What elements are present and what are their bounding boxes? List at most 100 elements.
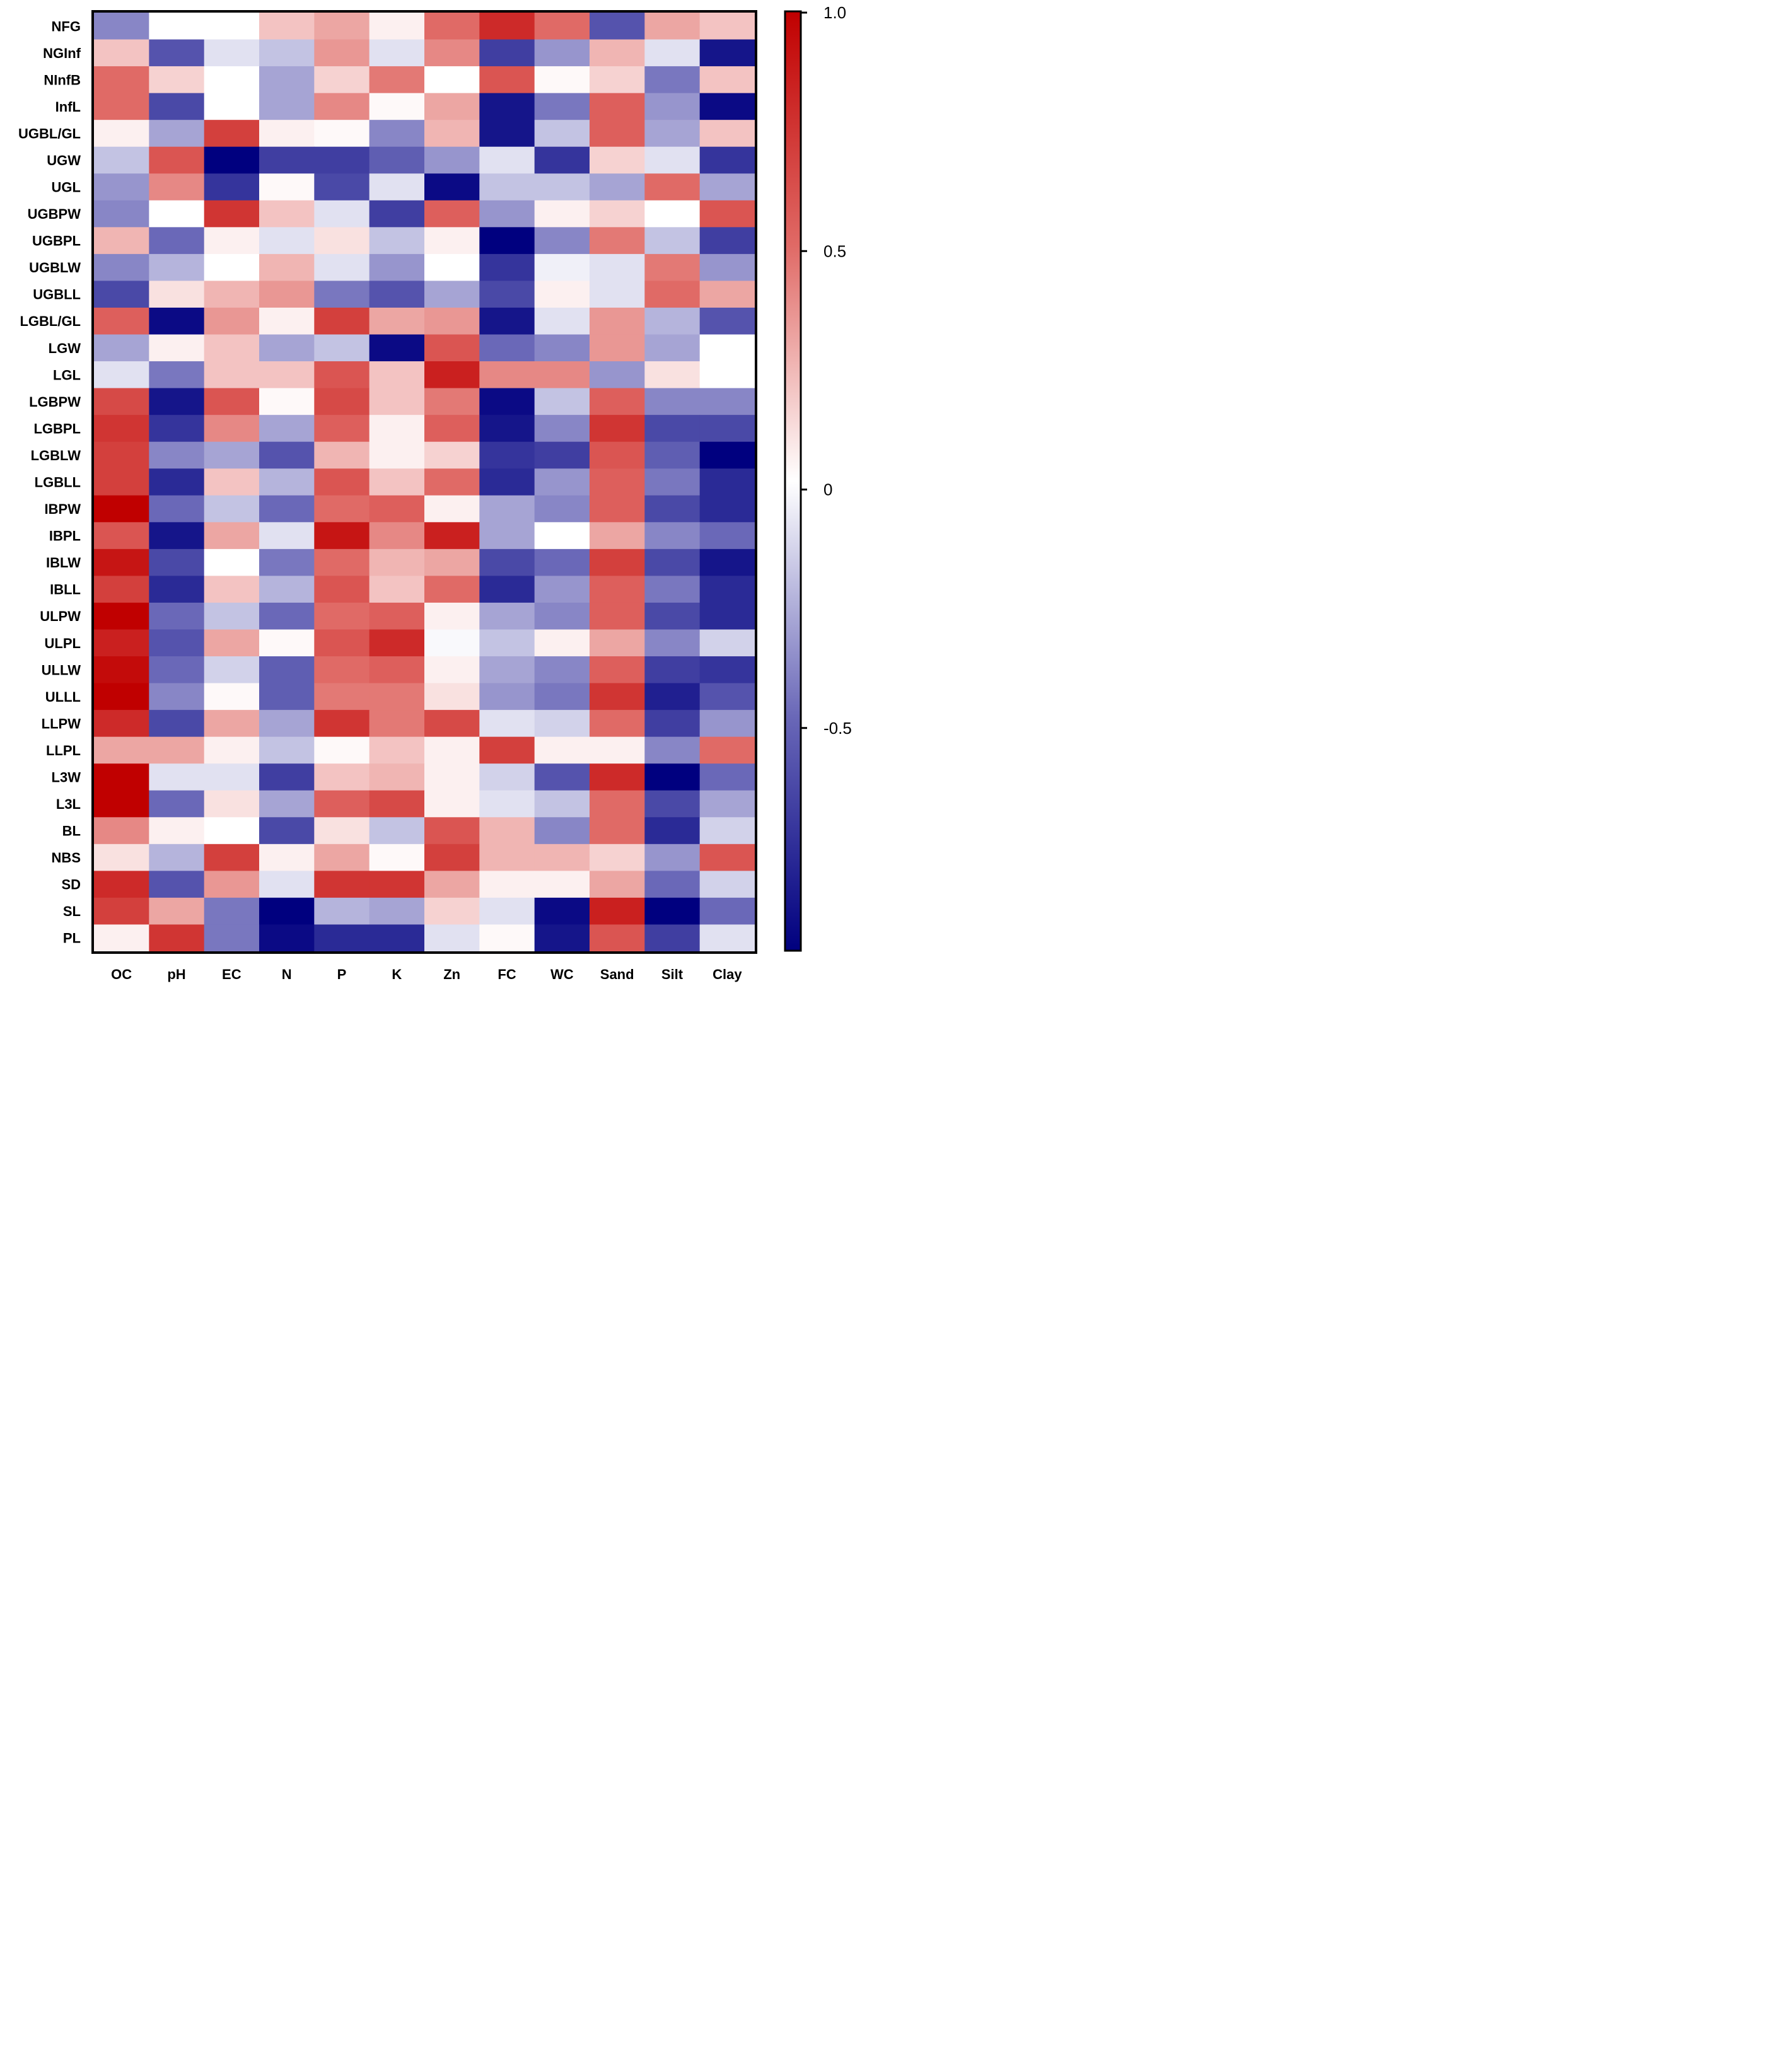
heatmap-cell <box>149 495 205 523</box>
heatmap-cell <box>424 146 480 174</box>
heatmap-cell <box>259 120 315 148</box>
heatmap-cell <box>314 334 370 362</box>
heatmap-cell <box>479 817 535 845</box>
heatmap-cell <box>149 871 205 898</box>
heatmap-cell <box>149 146 205 174</box>
heatmap-cell <box>479 361 535 389</box>
heatmap-cell <box>369 146 425 174</box>
heatmap-cell <box>204 200 260 228</box>
heatmap-cell <box>699 307 755 335</box>
heatmap-cell <box>644 361 701 389</box>
heatmap-cell <box>479 39 535 67</box>
heatmap-cell <box>590 763 645 791</box>
heatmap-cell <box>479 173 535 201</box>
heatmap-cell <box>314 415 370 443</box>
heatmap-cell <box>699 683 755 710</box>
heatmap-cell <box>644 334 701 362</box>
heatmap-cell <box>699 253 755 282</box>
heatmap-cell <box>644 200 701 228</box>
heatmap-cell <box>94 93 149 120</box>
heatmap-cell <box>94 683 149 710</box>
heatmap-cell <box>149 120 205 148</box>
heatmap-cell <box>534 522 590 550</box>
heatmap-cell <box>94 522 149 550</box>
heatmap-cell <box>699 227 755 255</box>
heatmap-cell <box>259 200 315 228</box>
heatmap-cell <box>259 307 315 335</box>
heatmap-cell <box>149 576 205 603</box>
column-labels: OC pH EC N P K Zn FC WC Sand Silt Clay <box>111 966 742 982</box>
heatmap-cell <box>590 683 645 710</box>
heatmap-cell <box>149 736 205 764</box>
heatmap-cell <box>204 441 260 469</box>
heatmap-cell <box>369 924 425 952</box>
heatmap-cell <box>369 710 425 738</box>
row-labels: NFG NGInf NInfB InfL UGBL/GL UGW UGL UGBPW UGBPL… <box>18 18 81 946</box>
colorbar-tick-label: 1.0 <box>823 3 846 22</box>
heatmap-cell <box>149 173 205 201</box>
heatmap-cell <box>590 548 645 576</box>
heatmap-cell <box>699 548 755 576</box>
heatmap-cell <box>149 39 205 67</box>
heatmap-cell <box>204 334 260 362</box>
heatmap-cell <box>94 334 149 362</box>
heatmap-cell <box>534 602 590 630</box>
heatmap-cell <box>259 441 315 469</box>
heatmap-cell <box>204 13 260 40</box>
heatmap-cell <box>314 388 370 415</box>
heatmap-cell <box>699 817 755 845</box>
heatmap-cell <box>204 361 260 389</box>
heatmap-cell <box>314 93 370 120</box>
heatmap-cell <box>479 736 535 764</box>
heatmap-cell <box>94 441 149 469</box>
heatmap-cell <box>479 307 535 335</box>
column-label: K <box>392 966 402 982</box>
heatmap-cell <box>699 495 755 523</box>
heatmap-cell <box>424 334 480 362</box>
heatmap-cell <box>204 710 260 738</box>
row-label: UGBPW <box>28 206 81 222</box>
heatmap-cell <box>534 146 590 174</box>
heatmap-cell <box>149 763 205 791</box>
heatmap-cell <box>149 602 205 630</box>
heatmap-cell <box>204 924 260 952</box>
heatmap-cell <box>369 468 425 496</box>
heatmap-cell <box>314 629 370 657</box>
heatmap-cell <box>204 495 260 523</box>
heatmap-cell <box>590 307 645 335</box>
row-label: NBS <box>52 850 81 866</box>
heatmap-cell <box>259 710 315 738</box>
heatmap-cell <box>590 173 645 201</box>
heatmap-cell <box>644 441 701 469</box>
heatmap-cell <box>259 66 315 94</box>
heatmap-cell <box>369 629 425 657</box>
heatmap-cell <box>259 763 315 791</box>
heatmap-cell <box>314 120 370 148</box>
heatmap-cell <box>204 871 260 898</box>
colorbar-tick-label: 0 <box>823 480 832 499</box>
heatmap-cell <box>424 93 480 120</box>
heatmap-cell <box>590 253 645 282</box>
heatmap-cell <box>369 388 425 415</box>
column-label: Sand <box>600 966 634 982</box>
heatmap-cell <box>314 897 370 925</box>
heatmap-cell <box>699 146 755 174</box>
heatmap-cell <box>699 93 755 120</box>
heatmap-cell <box>590 93 645 120</box>
heatmap-cell <box>644 415 701 443</box>
colorbar-tick-label: 0.5 <box>823 241 846 260</box>
row-label: LGBPL <box>33 420 81 436</box>
heatmap-cell <box>259 736 315 764</box>
column-label: Clay <box>713 966 742 982</box>
heatmap-cell <box>424 629 480 657</box>
heatmap-cell <box>259 602 315 630</box>
heatmap-cell <box>259 227 315 255</box>
heatmap-cell <box>644 602 701 630</box>
row-label: IBPL <box>49 528 81 544</box>
column-label: Zn <box>443 966 460 982</box>
heatmap-cell <box>424 66 480 94</box>
heatmap-cell <box>534 388 590 415</box>
row-label: ULLL <box>45 689 81 705</box>
row-label: LGBL/GL <box>20 313 81 329</box>
heatmap-cell <box>590 227 645 255</box>
